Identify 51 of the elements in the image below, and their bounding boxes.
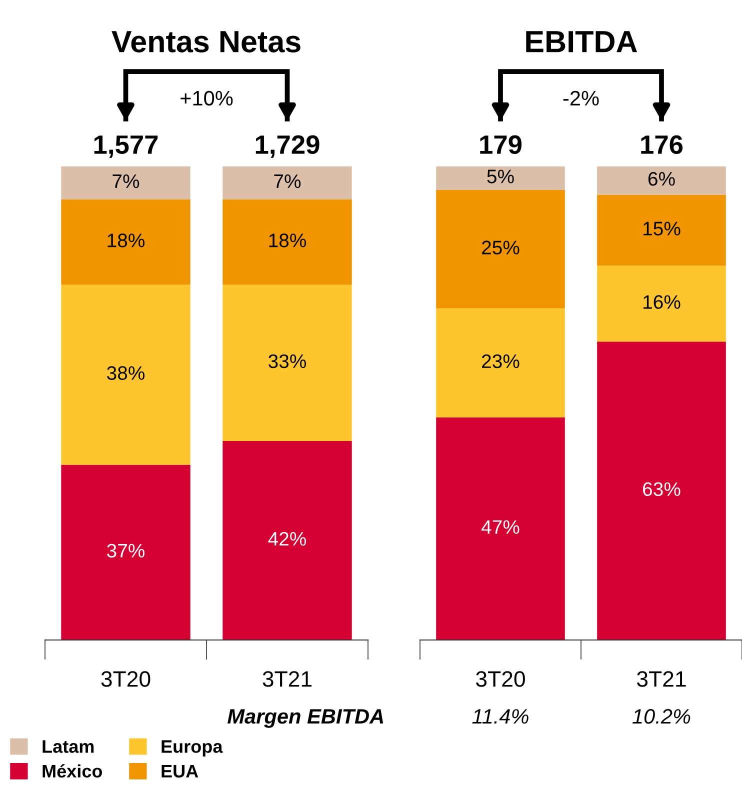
x-tick-label: 3T21 [262,671,312,687]
text: +10% [180,90,233,106]
data-label: 5% [487,170,514,184]
data-label: 18% [108,234,145,248]
legend-label: Latam [42,740,94,753]
bar [61,464,190,640]
text: -2% [563,90,599,106]
data-label: 38% [107,366,145,380]
annotation: 176 [641,135,683,154]
bar [222,166,352,200]
chart-title: Ventas Netas [112,31,300,52]
bar [597,194,726,266]
annotation: 179 [480,135,522,154]
bar [61,284,190,465]
legend-label: EUA [162,765,198,778]
bar [597,266,726,342]
legend-label: México [42,764,102,778]
chart-title: EBITDA [526,31,638,52]
x-tick-label: 3T20 [476,671,525,687]
data-label: 15% [644,222,680,236]
data-label: 33% [268,354,306,368]
bar [61,199,190,285]
bar [436,166,565,190]
bar [61,166,190,200]
data-label: 37% [107,544,145,558]
bar [436,190,565,308]
data-label: 7% [274,174,301,188]
data-label: 63% [643,482,680,496]
data-label: 7% [112,174,140,188]
data-label: 25% [482,240,520,254]
annotation: 1,729 [256,135,320,158]
annotation: 1,577 [94,136,158,158]
text: Margen EBITDA [228,709,384,728]
data-label: 42% [268,532,306,546]
x-tick-label: 3T20 [101,671,150,687]
data-label: 23% [482,354,520,368]
bar [597,166,726,195]
bar [436,417,565,640]
legend-label: Europa [162,740,223,756]
x-tick-label: 3T21 [637,671,686,687]
data-label: 16% [644,295,680,309]
bar [436,308,565,418]
data-label: 6% [648,172,675,186]
data-label: 18% [269,234,306,248]
data-label: 47% [481,520,520,534]
bar [222,199,352,285]
bar [222,441,352,640]
bar [597,342,726,640]
text: 10.2% [632,709,690,724]
text: 11.4% [472,709,528,724]
bar [222,284,352,442]
